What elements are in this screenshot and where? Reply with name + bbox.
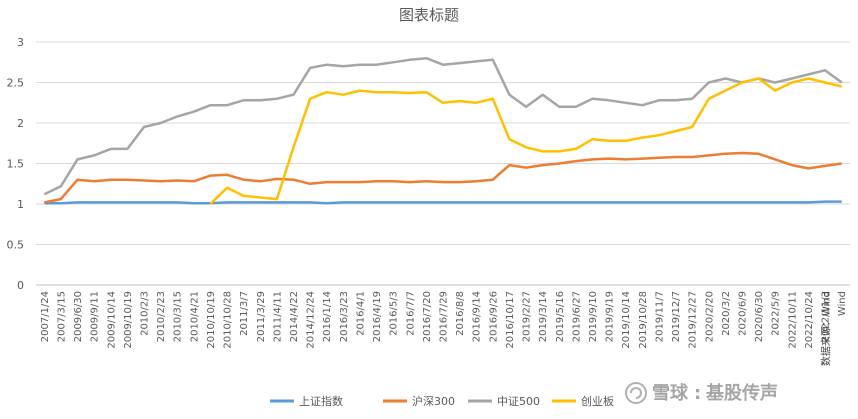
x-tick-label: 2016/10/17 — [505, 291, 516, 349]
y-tick-label: 1.5 — [7, 158, 25, 171]
x-tick-label: 2022/5/9 — [771, 291, 782, 336]
x-tick-label: 2009/9/11 — [90, 291, 101, 342]
x-tick-label: 2010/10/19 — [206, 291, 217, 349]
x-tick-label: 2009/10/14 — [106, 291, 117, 349]
y-tick-label: 3 — [17, 36, 24, 49]
x-tick-label: 2020/3/2 — [721, 291, 732, 336]
x-tick-label: 2016/7/20 — [422, 291, 433, 342]
x-tick-label: 2014/12/24 — [306, 291, 317, 349]
x-tick-label: 2016/3/23 — [339, 291, 350, 342]
x-tick-label: 2019/9/10 — [588, 291, 599, 342]
x-tick-label: 2009/6/30 — [73, 291, 84, 342]
y-tick-label: 1 — [17, 198, 24, 211]
x-tick-label: 2019/2/27 — [522, 291, 533, 342]
x-tick-label: 2016/1/14 — [322, 291, 333, 342]
x-tick-label: 2007/1/24 — [40, 291, 51, 342]
series-line — [44, 151, 842, 204]
x-tick-label: 2014/4/22 — [289, 291, 300, 342]
x-tick-label: 2016/8/8 — [455, 291, 466, 336]
x-tick-label: 2022/10/11 — [787, 291, 798, 349]
x-tick-label: 2019/12/27 — [688, 291, 699, 349]
legend-label: 中证500 — [497, 395, 540, 408]
x-tick-label: 2010/2/3 — [139, 291, 150, 336]
y-tick-label: 0 — [17, 279, 24, 292]
x-tick-label: 2020/6/9 — [738, 291, 749, 336]
x-tick-label: 2011/3/7 — [239, 291, 250, 336]
x-tick-label: 2010/2/23 — [156, 291, 167, 342]
y-tick-label: 2 — [17, 117, 24, 130]
x-tick-label: 2011/3/29 — [256, 291, 267, 342]
x-tick-label: 2022/11/3 — [821, 291, 832, 342]
x-tick-label: 2009/10/19 — [123, 291, 134, 349]
x-tick-label: 2022/10/24 — [804, 291, 815, 349]
x-tick-label: 2010/10/28 — [223, 291, 234, 349]
x-tick-label: 2019/10/28 — [638, 291, 649, 349]
gridlines — [36, 41, 850, 245]
x-axis-ticks: 2007/1/24 2007/3/15 2009/6/30 2009/9/11 2009… — [40, 291, 848, 349]
legend-label: 上证指数 — [299, 394, 343, 408]
x-tick-label: 2020/6/30 — [754, 291, 765, 342]
x-tick-label: Wind — [837, 291, 848, 316]
x-tick-label: 2016/4/1 — [355, 291, 366, 336]
x-tick-label: 2007/3/15 — [56, 291, 67, 342]
snowball-logo-swirl-icon — [630, 387, 642, 399]
y-tick-label: 2.5 — [7, 77, 25, 90]
x-tick-label: 2019/9/19 — [605, 291, 616, 342]
watermark-account: 基股传声 — [705, 382, 778, 404]
series-line — [209, 77, 842, 205]
chart-title: 图表标题 — [399, 6, 459, 24]
legend-label: 沪深300 — [412, 394, 455, 408]
x-tick-label: 2019/11/7 — [654, 291, 665, 342]
x-tick-label: 2019/12/7 — [671, 291, 682, 342]
x-tick-label: 2010/4/21 — [189, 291, 200, 342]
x-tick-label: 2016/4/19 — [372, 291, 383, 342]
watermark-separator: : — [694, 383, 701, 404]
legend: 上证指数 沪深300 中证500 创业板 — [270, 394, 614, 408]
y-axis-ticks: 0 0.5 1 1.5 2 2.5 3 — [7, 36, 25, 292]
watermark-brand: 雪球 — [652, 383, 689, 404]
x-tick-label: 2010/3/15 — [173, 291, 184, 342]
source-note: 数据来源：Wind — [820, 291, 833, 366]
x-tick-label: 2020/2/20 — [704, 291, 715, 342]
y-tick-label: 0.5 — [7, 239, 25, 252]
x-tick-label: 2016/9/14 — [472, 291, 483, 342]
x-tick-label: 2016/7/7 — [405, 291, 416, 336]
series-lines — [43, 56, 843, 205]
x-tick-label: 2016/9/26 — [488, 291, 499, 342]
x-tick-label: 2019/6/27 — [571, 291, 582, 342]
series-line — [44, 200, 842, 205]
series-line — [43, 56, 843, 196]
x-tick-label: 2011/4/11 — [272, 291, 283, 342]
x-tick-label: 2019/10/14 — [621, 291, 632, 349]
watermark: 雪球 : 基股传声 — [625, 382, 778, 404]
x-tick-label: 2016/7/29 — [439, 291, 450, 342]
x-tick-label: 2016/5/3 — [389, 291, 400, 336]
x-tick-label: 2019/5/16 — [555, 291, 566, 342]
snowball-logo-icon — [625, 382, 647, 404]
legend-label: 创业板 — [581, 394, 614, 408]
x-tick-label: 2019/3/14 — [538, 291, 549, 342]
